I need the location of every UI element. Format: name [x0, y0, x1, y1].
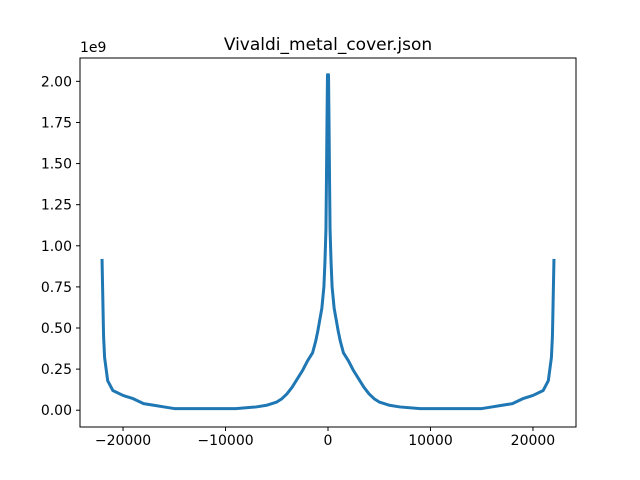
y-tick-label: 1.25	[41, 198, 72, 214]
chart-title: Vivaldi_metal_cover.json	[224, 35, 432, 55]
series-line-0	[100, 73, 556, 411]
x-tick-label: 10000	[408, 433, 453, 449]
x-tick-label: −20000	[95, 433, 151, 449]
y-offset-label: 1e9	[80, 40, 106, 56]
y-axis: 0.00 0.25 0.50 0.75 1.00 1.25 1.50 1.75 2.00	[41, 74, 80, 419]
plot-area	[100, 73, 556, 411]
y-tick-label: 0.75	[41, 280, 72, 296]
y-tick-label: 0.25	[41, 362, 72, 378]
y-tick-label: 1.00	[41, 239, 72, 255]
x-tick-label: −10000	[197, 433, 253, 449]
x-axis: −20000 −10000 0 10000 20000	[95, 427, 555, 449]
y-tick-label: 1.50	[41, 157, 72, 173]
x-tick-label: 20000	[511, 433, 556, 449]
x-tick-label: 0	[324, 433, 333, 449]
y-tick-label: 0.00	[41, 403, 72, 419]
y-tick-label: 2.00	[41, 74, 72, 90]
y-tick-label: 1.75	[41, 115, 72, 131]
y-tick-label: 0.50	[41, 321, 72, 337]
